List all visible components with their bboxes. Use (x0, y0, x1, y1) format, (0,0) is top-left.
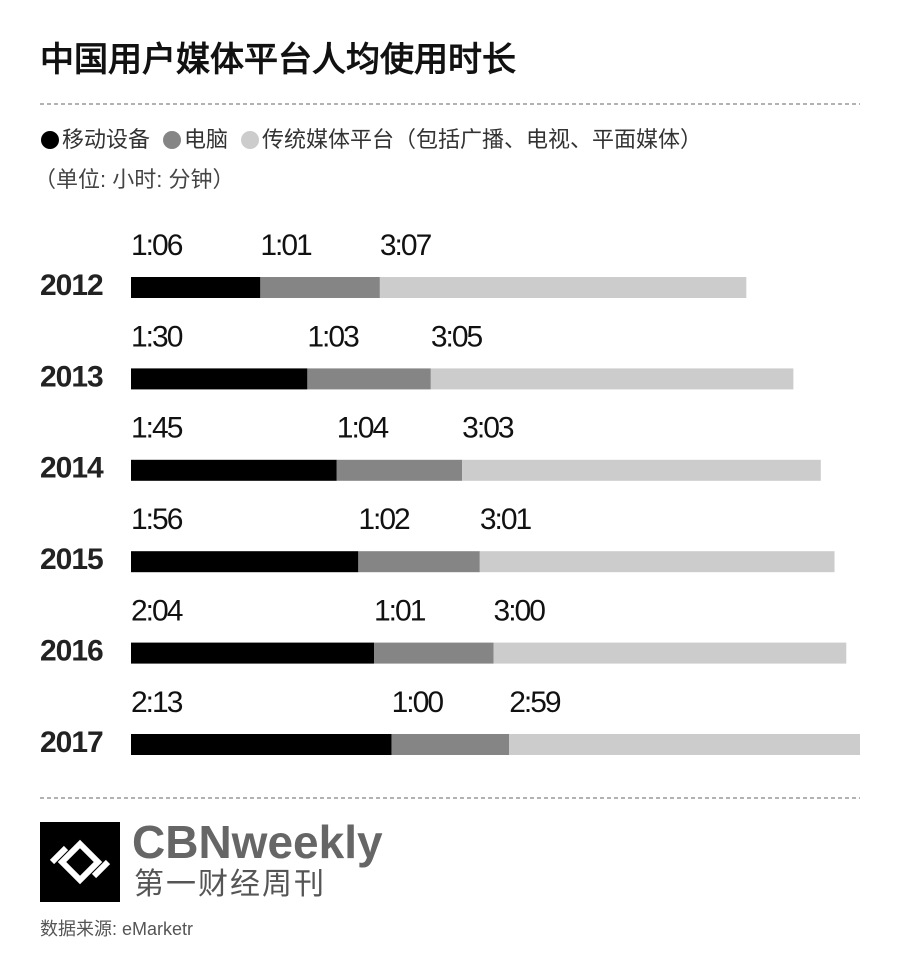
y-tick-label: 2012 (40, 269, 103, 302)
bar-segment (379, 277, 747, 298)
logo-text: CBNweekly (132, 816, 383, 868)
bar-segment (131, 459, 337, 481)
value-label: 2:04 (131, 595, 183, 628)
value-label: 3:00 (494, 595, 546, 628)
legend-marker (241, 131, 260, 149)
logo-subtext: 第一财经周刊 (134, 868, 326, 901)
source: 数据来源: eMarketr (40, 919, 193, 939)
value-label: 1:45 (131, 412, 183, 445)
value-label: 2:59 (509, 686, 561, 719)
bar-segment (307, 368, 431, 390)
y-tick-label: 2013 (40, 360, 103, 393)
legend-label: 传统媒体平台（包括广播、电视、平面媒体） (262, 127, 702, 152)
bar-segment (509, 734, 860, 755)
bar-segment (131, 277, 261, 298)
value-label: 1:03 (307, 320, 359, 353)
bar-segment (131, 368, 308, 390)
y-tick-label: 2017 (40, 726, 103, 759)
unit-note: （单位: 小时: 分钟） (34, 167, 234, 192)
legend-label: 移动设备 (62, 127, 150, 152)
value-label: 1:06 (131, 229, 183, 262)
bar-segment (374, 642, 494, 664)
bar-segment (358, 551, 480, 573)
value-label: 1:04 (337, 412, 389, 445)
value-label: 3:01 (480, 503, 532, 536)
legend-marker (163, 131, 182, 149)
value-label: 3:05 (431, 320, 483, 353)
bar-segment (131, 551, 359, 573)
value-label: 1:30 (131, 320, 183, 353)
value-label: 1:01 (374, 595, 426, 628)
legend-marker (41, 131, 59, 149)
bar-segment (479, 551, 835, 573)
value-label: 3:07 (380, 229, 432, 262)
bar-segment (260, 277, 380, 298)
bar-segment (336, 459, 463, 481)
value-label: 1:02 (358, 503, 410, 536)
bar-segment (493, 642, 847, 664)
bar-segment (131, 734, 392, 755)
bar-segment (430, 368, 794, 390)
legend-label: 电脑 (184, 127, 228, 152)
value-label: 1:01 (260, 229, 312, 262)
y-tick-label: 2015 (40, 543, 103, 576)
value-label: 1:56 (131, 503, 183, 536)
value-label: 2:13 (131, 686, 183, 719)
logo-icon (40, 822, 120, 902)
y-tick-label: 2016 (40, 635, 103, 668)
y-tick-label: 2014 (40, 452, 104, 485)
value-label: 3:03 (462, 412, 514, 445)
value-label: 1:00 (392, 686, 444, 719)
bar-segment (131, 642, 374, 664)
chart-title: 中国用户媒体平台人均使用时长 (40, 41, 516, 79)
bar-segment (391, 734, 510, 755)
bar-segment (462, 459, 821, 481)
